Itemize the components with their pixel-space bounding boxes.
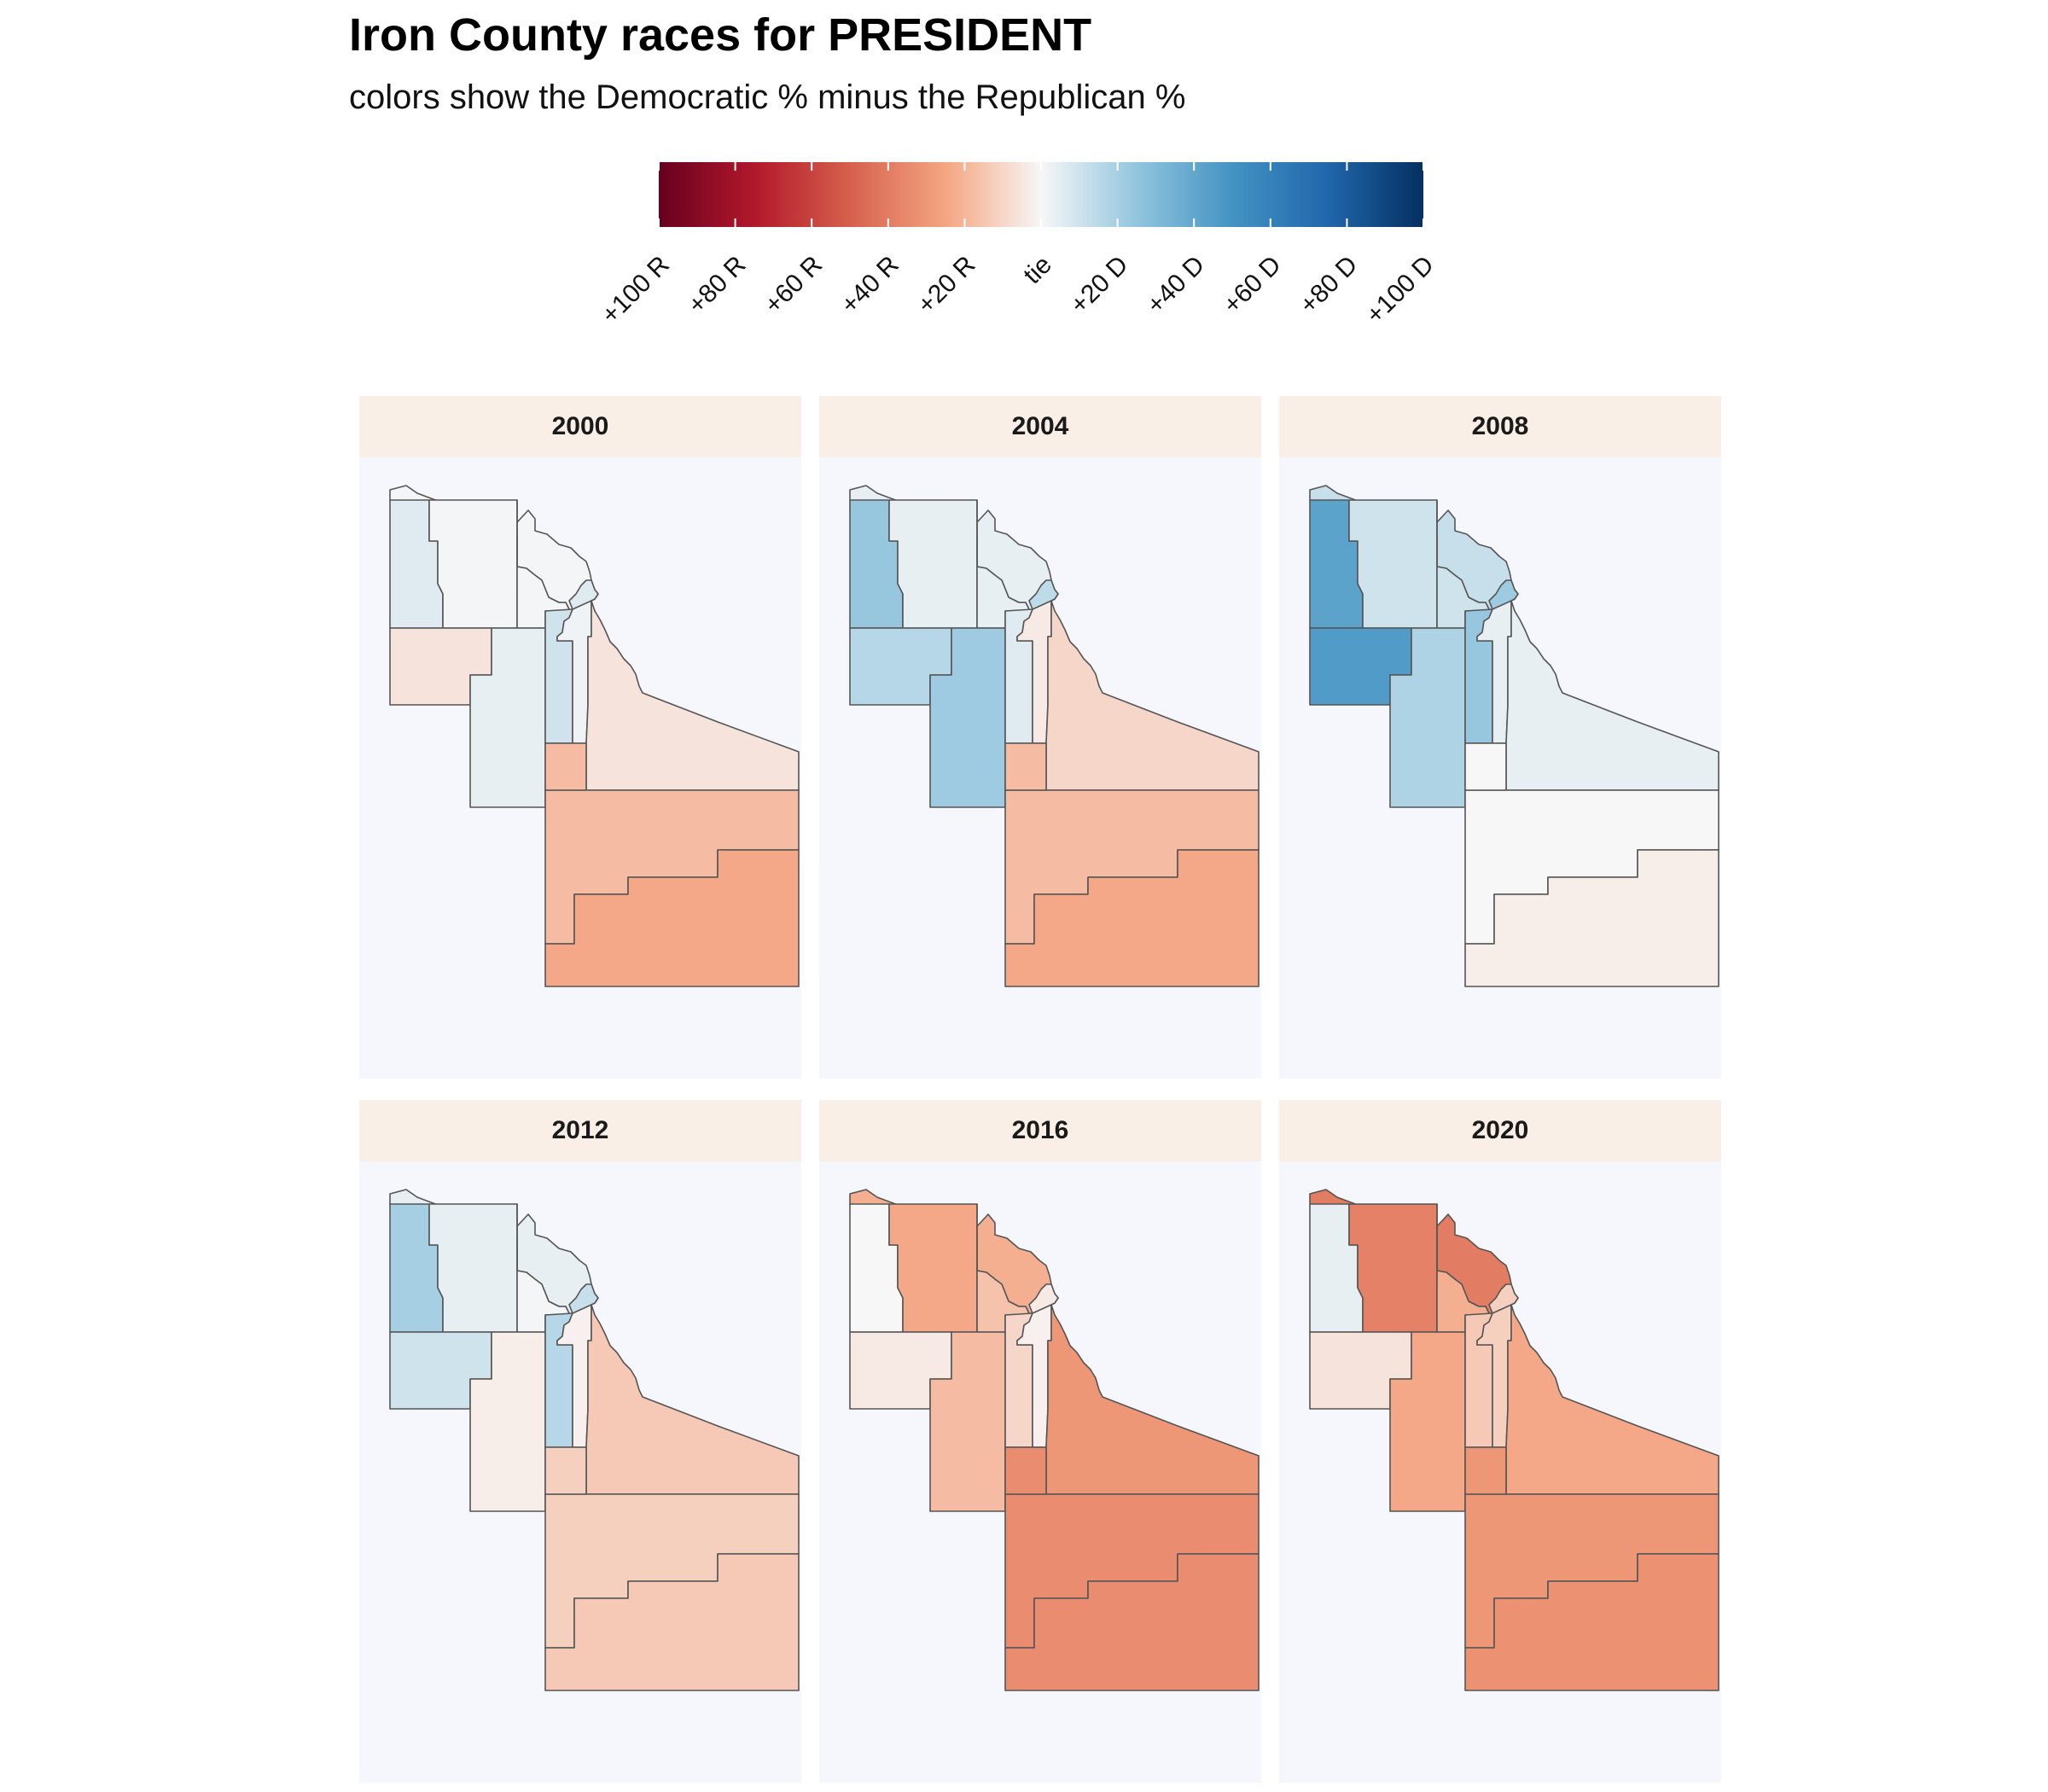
region-south-large-north	[544, 742, 587, 791]
facet-strip: 2004	[819, 396, 1261, 457]
region-north-central	[888, 499, 978, 629]
region-south-large-south	[1464, 849, 1719, 987]
facet-2020: 2020	[1279, 1100, 1721, 1783]
legend-tick-label: +80 R	[683, 251, 752, 320]
chart-subtitle: colors show the Democratic % minus the R…	[349, 79, 1186, 116]
region-north-central	[428, 1203, 518, 1333]
facet-year-label: 2008	[1471, 412, 1529, 440]
legend-tick-label: +20 D	[1065, 251, 1134, 320]
facet-strip: 2012	[359, 1100, 801, 1161]
facet-strip: 2016	[819, 1100, 1261, 1161]
region-south-large-north	[1004, 1446, 1047, 1495]
facet-2016: 2016	[819, 1100, 1261, 1783]
legend-tick-label: +60 R	[759, 251, 829, 320]
region-north-central	[428, 499, 518, 629]
region-east-strip	[585, 1304, 800, 1495]
facet-year-label: 2012	[551, 1116, 609, 1144]
region-south-large-north	[1464, 1446, 1507, 1495]
county-map	[1309, 1189, 1719, 1691]
legend-tick-label: +60 D	[1218, 251, 1287, 320]
facet-panel	[1279, 1161, 1721, 1783]
county-map	[1309, 485, 1719, 987]
facet-panel	[1279, 457, 1721, 1079]
region-north-central	[888, 1203, 978, 1333]
facet-2004: 2004	[819, 396, 1261, 1079]
legend-tick-label: tie	[1018, 251, 1057, 290]
facet-year-label: 2020	[1471, 1116, 1529, 1144]
facet-panel	[819, 1161, 1261, 1783]
region-south-large-south	[544, 1553, 800, 1691]
facet-strip: 2020	[1279, 1100, 1721, 1161]
facet-panel	[359, 1161, 801, 1783]
facet-2000: 2000	[359, 396, 801, 1079]
region-east-strip	[1505, 600, 1719, 791]
region-east-strip	[585, 600, 800, 791]
facet-year-label: 2004	[1011, 412, 1069, 440]
county-map	[389, 1189, 800, 1691]
region-south-large-north	[544, 1446, 587, 1495]
legend-tick-label: +100 D	[1361, 251, 1440, 329]
region-east-strip	[1045, 1304, 1260, 1495]
facet-strip: 2000	[359, 396, 801, 457]
county-map	[389, 485, 800, 987]
chart-title: Iron County races for PRESIDENT	[349, 9, 1092, 61]
region-north-central	[1348, 1203, 1438, 1333]
facet-2012: 2012	[359, 1100, 801, 1783]
legend-color-bar	[659, 162, 1423, 227]
facet-panel	[819, 457, 1261, 1079]
county-map	[849, 1189, 1260, 1691]
legend-tick-label: +20 R	[912, 251, 981, 320]
legend-tick-label: +80 D	[1295, 251, 1364, 320]
legend-tick-label: +40 D	[1142, 251, 1211, 320]
facet-year-label: 2016	[1011, 1116, 1069, 1144]
legend-tick-label: +100 R	[596, 251, 675, 329]
region-south-large-south	[544, 849, 800, 987]
region-east-strip	[1505, 1304, 1719, 1495]
facet-year-label: 2000	[551, 412, 609, 440]
facet-2008: 2008	[1279, 396, 1721, 1079]
legend-tick-label: +40 R	[835, 251, 905, 320]
facet-panel	[359, 457, 801, 1079]
facet-strip: 2008	[1279, 396, 1721, 457]
region-south-large-south	[1004, 849, 1260, 987]
region-north-central	[1348, 499, 1438, 629]
region-south-large-north	[1464, 742, 1507, 791]
region-south-large-south	[1004, 1553, 1260, 1691]
region-south-large-south	[1464, 1553, 1719, 1691]
region-south-large-north	[1004, 742, 1047, 791]
region-east-strip	[1045, 600, 1260, 791]
county-map	[849, 485, 1260, 987]
